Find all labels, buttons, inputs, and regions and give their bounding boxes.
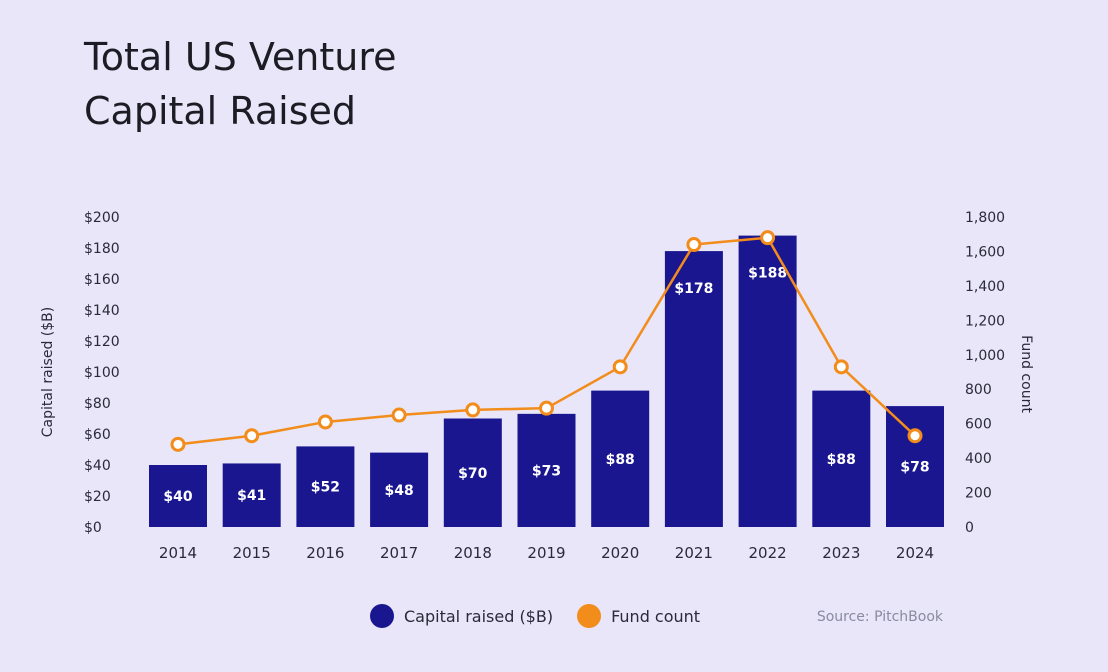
bar-value-label: $70 xyxy=(458,466,487,482)
bar xyxy=(591,390,650,527)
x-axis-tick-label: 2014 xyxy=(159,544,197,562)
right-axis-tick-label: 1,800 xyxy=(965,210,1005,226)
left-axis-tick-label: $140 xyxy=(84,303,120,319)
x-axis-tick-label: 2019 xyxy=(527,544,565,562)
left-axis-ticks: $0 $20 $40 $60 $80 $100 $120 $140 $160 $180 $200 xyxy=(84,210,120,536)
fund-count-point xyxy=(317,414,333,430)
left-axis-tick-label: $40 xyxy=(84,458,111,474)
right-axis-tick-label: 1,200 xyxy=(965,313,1005,329)
bar-value-label: $73 xyxy=(532,463,561,479)
bar xyxy=(812,390,871,527)
right-axis-tick-label: 1,600 xyxy=(965,244,1005,260)
legend-item-fund-count: Fund count xyxy=(577,604,700,628)
x-axis-tick-label: 2023 xyxy=(822,544,860,562)
x-axis-tick-label: 2024 xyxy=(896,544,934,562)
left-axis-tick-label: $20 xyxy=(84,489,111,505)
bar xyxy=(517,413,576,527)
right-axis-tick-label: 1,000 xyxy=(965,348,1005,364)
fund-count-point xyxy=(833,359,849,375)
bar-value-label: $78 xyxy=(900,460,929,476)
fund-count-point xyxy=(760,230,776,246)
chart-title: Total US Venture Capital Raised xyxy=(84,30,397,138)
left-axis-tick-label: $160 xyxy=(84,272,120,288)
fund-count-point xyxy=(391,407,407,423)
left-axis-tick-label: $80 xyxy=(84,396,111,412)
bar xyxy=(222,463,281,527)
x-axis-tick-label: 2020 xyxy=(601,544,639,562)
x-axis-tick-label: 2022 xyxy=(749,544,787,562)
fund-count-point xyxy=(686,237,702,253)
left-axis-tick-label: $60 xyxy=(84,427,111,443)
right-axis-tick-label: 400 xyxy=(965,451,992,467)
bar xyxy=(664,251,723,527)
x-axis-tick-label: 2016 xyxy=(306,544,344,562)
source-note: Source: PitchBook xyxy=(816,609,943,625)
left-axis-tick-label: $200 xyxy=(84,210,120,226)
legend: Capital raised ($B) Fund count xyxy=(370,604,712,628)
fund-count-point xyxy=(170,436,186,452)
legend-swatch-capital xyxy=(370,604,394,628)
right-axis-tick-label: 200 xyxy=(965,486,992,502)
bar xyxy=(149,465,207,527)
x-axis-tick-label: 2018 xyxy=(454,544,492,562)
left-axis-tick-label: $120 xyxy=(84,334,120,350)
bar-value-label: $88 xyxy=(606,452,635,468)
bar-value-label: $52 xyxy=(311,480,340,496)
bar-value-label: $41 xyxy=(237,488,266,504)
x-axis-tick-label: 2015 xyxy=(233,544,271,562)
x-axis-ticks: 2014 2015 2016 2017 2018 2019 2020 2021 2022 2023… xyxy=(159,544,934,562)
bar-value-labels: $40 $41 $52 $48 $70 $73 $88 $178 $188 $88 $78 xyxy=(163,266,929,505)
bar xyxy=(886,406,944,527)
left-axis-tick-label: $100 xyxy=(84,365,120,381)
legend-item-capital: Capital raised ($B) xyxy=(370,604,553,628)
right-axis-ticks: 0 200 400 600 800 1,000 1,200 1,400 1,600 1,800 xyxy=(965,210,1005,536)
x-axis-tick-label: 2021 xyxy=(675,544,713,562)
legend-label-capital: Capital raised ($B) xyxy=(404,606,554,626)
bar xyxy=(738,235,797,527)
bar-value-label: $40 xyxy=(163,489,192,505)
bar-value-label: $178 xyxy=(674,281,713,297)
fund-count-points xyxy=(170,230,923,452)
legend-swatch-fund-count xyxy=(577,604,602,628)
fund-count-point xyxy=(539,400,554,416)
bar-series xyxy=(149,235,944,527)
fund-count-point xyxy=(612,359,628,375)
chart-title-line-1: Total US Venture xyxy=(84,35,397,79)
bar-value-label: $188 xyxy=(748,266,787,282)
left-axis-tick-label: $180 xyxy=(84,241,120,257)
chart-title-line-2: Capital Raised xyxy=(84,89,357,133)
bar xyxy=(296,446,355,527)
x-axis-tick-label: 2017 xyxy=(380,544,418,562)
bar-value-label: $88 xyxy=(827,452,856,468)
left-axis-label: Capital raised ($B) xyxy=(40,307,56,437)
right-axis-tick-label: 800 xyxy=(965,382,992,398)
left-axis-tick-label: $0 xyxy=(84,520,102,536)
right-axis-tick-label: 1,400 xyxy=(965,279,1005,295)
fund-count-point xyxy=(907,428,923,444)
bar-value-label: $48 xyxy=(384,483,413,499)
right-axis-tick-label: 600 xyxy=(965,417,992,433)
fund-count-point xyxy=(465,402,481,418)
fund-count-point xyxy=(244,428,260,444)
right-axis-tick-label: 0 xyxy=(965,520,974,536)
right-axis-label: Fund count xyxy=(1018,335,1034,413)
bar xyxy=(443,418,502,527)
legend-label-fund-count: Fund count xyxy=(611,606,701,626)
bar xyxy=(370,452,429,527)
